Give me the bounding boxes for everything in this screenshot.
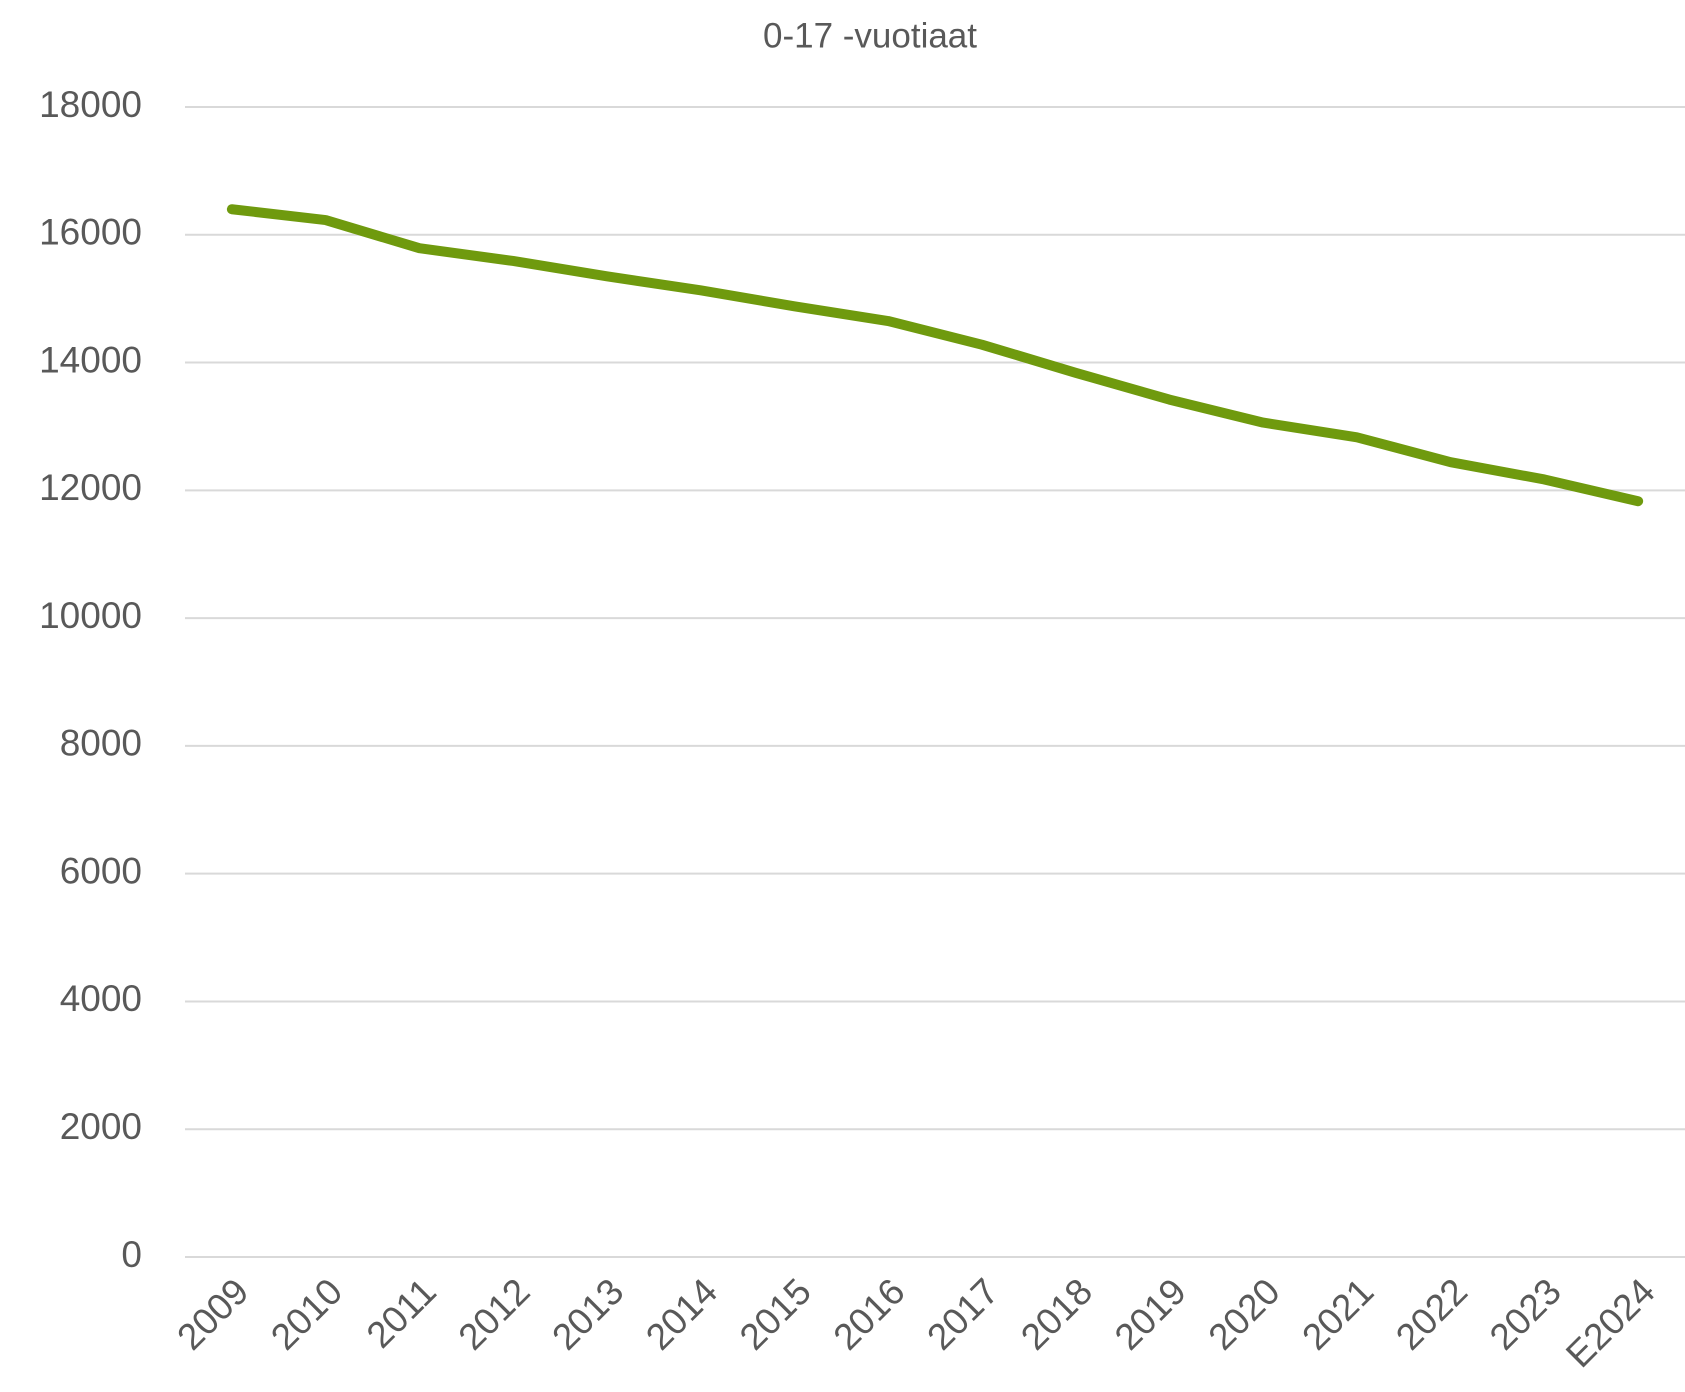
x-tick-label: 2023: [1482, 1271, 1569, 1358]
y-tick-label: 6000: [60, 850, 142, 891]
x-tick-label: 2022: [1388, 1271, 1475, 1358]
y-tick-label: 10000: [39, 595, 142, 636]
x-tick-label: 2009: [169, 1271, 256, 1358]
x-tick-label: 2021: [1294, 1271, 1381, 1358]
x-tick-label: 2012: [451, 1271, 538, 1358]
y-tick-label: 0: [121, 1234, 142, 1275]
x-tick-label: 2010: [263, 1271, 350, 1358]
y-tick-label: 2000: [60, 1106, 142, 1147]
x-tick-label: 2020: [1201, 1271, 1288, 1358]
x-tick-label: 2013: [544, 1271, 631, 1358]
x-tick-label: 2011: [359, 1271, 444, 1356]
x-tick-label: 2014: [638, 1271, 725, 1358]
y-tick-label: 4000: [60, 978, 142, 1019]
x-tick-label: E2024: [1558, 1271, 1663, 1376]
x-tick-label: 2016: [826, 1271, 913, 1358]
y-tick-label: 12000: [39, 467, 142, 508]
y-tick-label: 16000: [39, 212, 142, 253]
line-series: [226, 204, 1644, 507]
x-tick-label: 2017: [919, 1271, 1006, 1358]
y-tick-label: 18000: [39, 84, 142, 125]
y-tick-label: 14000: [39, 339, 142, 380]
y-tick-label: 8000: [60, 723, 142, 764]
chart-title: 0-17 -vuotiaat: [763, 16, 977, 55]
x-tick-label: 2015: [732, 1271, 819, 1358]
x-tick-label: 2019: [1107, 1271, 1194, 1358]
x-tick-label: 2018: [1013, 1271, 1100, 1358]
